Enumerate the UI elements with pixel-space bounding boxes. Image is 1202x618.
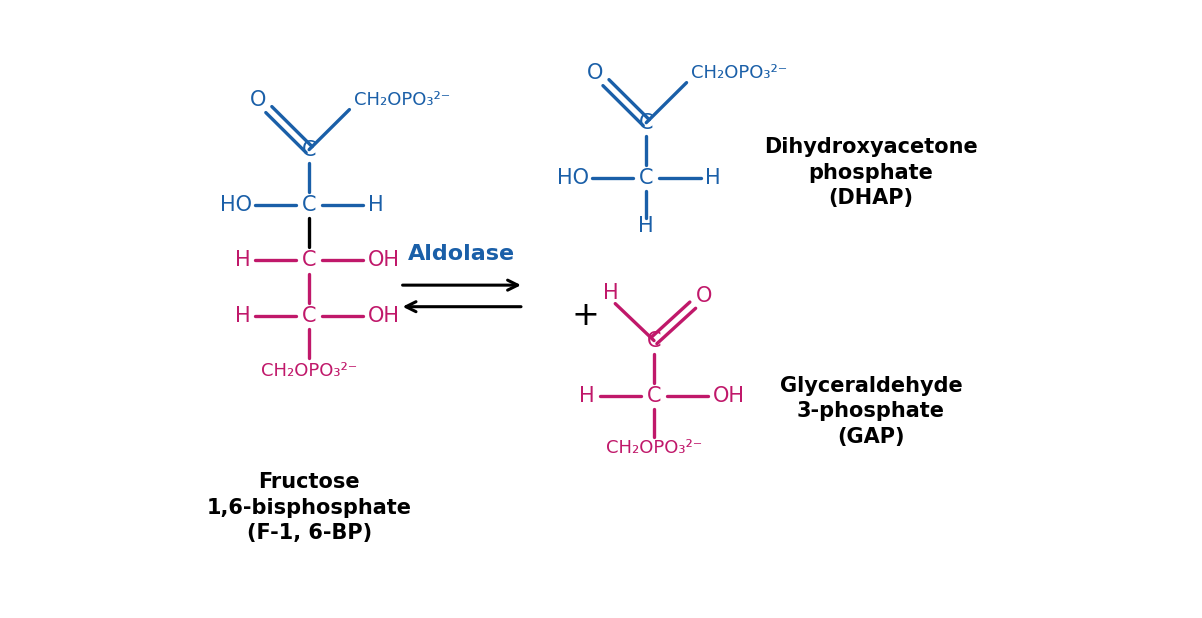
Text: CH₂OPO₃²⁻: CH₂OPO₃²⁻ — [606, 439, 702, 457]
Text: C: C — [302, 195, 316, 215]
Text: CH₂OPO₃²⁻: CH₂OPO₃²⁻ — [355, 91, 451, 109]
Text: OH: OH — [368, 306, 400, 326]
Text: OH: OH — [713, 386, 745, 406]
Text: H: H — [368, 195, 383, 215]
Text: H: H — [234, 306, 250, 326]
Text: C: C — [302, 250, 316, 271]
Text: HO: HO — [557, 168, 589, 188]
Text: O: O — [250, 90, 266, 111]
Text: H: H — [234, 250, 250, 271]
Text: O: O — [587, 64, 603, 83]
Text: C: C — [639, 112, 654, 133]
Text: Aldolase: Aldolase — [409, 243, 516, 263]
Text: HO: HO — [220, 195, 251, 215]
Text: H: H — [602, 283, 618, 303]
Text: C: C — [647, 386, 661, 406]
Text: OH: OH — [368, 250, 400, 271]
Text: Dihydroxyacetone
phosphate
(DHAP): Dihydroxyacetone phosphate (DHAP) — [764, 137, 978, 208]
Text: Glyceraldehyde
3-phosphate
(GAP): Glyceraldehyde 3-phosphate (GAP) — [780, 376, 963, 447]
Text: +: + — [572, 298, 600, 332]
Text: H: H — [638, 216, 654, 236]
Text: Fructose
1,6-bisphosphate
(F-1, 6-BP): Fructose 1,6-bisphosphate (F-1, 6-BP) — [207, 472, 411, 543]
Text: C: C — [639, 168, 654, 188]
Text: C: C — [647, 331, 661, 350]
Text: H: H — [706, 168, 721, 188]
Text: C: C — [302, 140, 316, 159]
Text: CH₂OPO₃²⁻: CH₂OPO₃²⁻ — [261, 362, 357, 381]
Text: C: C — [302, 306, 316, 326]
Text: H: H — [579, 386, 595, 406]
Text: O: O — [696, 286, 713, 306]
Text: CH₂OPO₃²⁻: CH₂OPO₃²⁻ — [691, 64, 787, 82]
